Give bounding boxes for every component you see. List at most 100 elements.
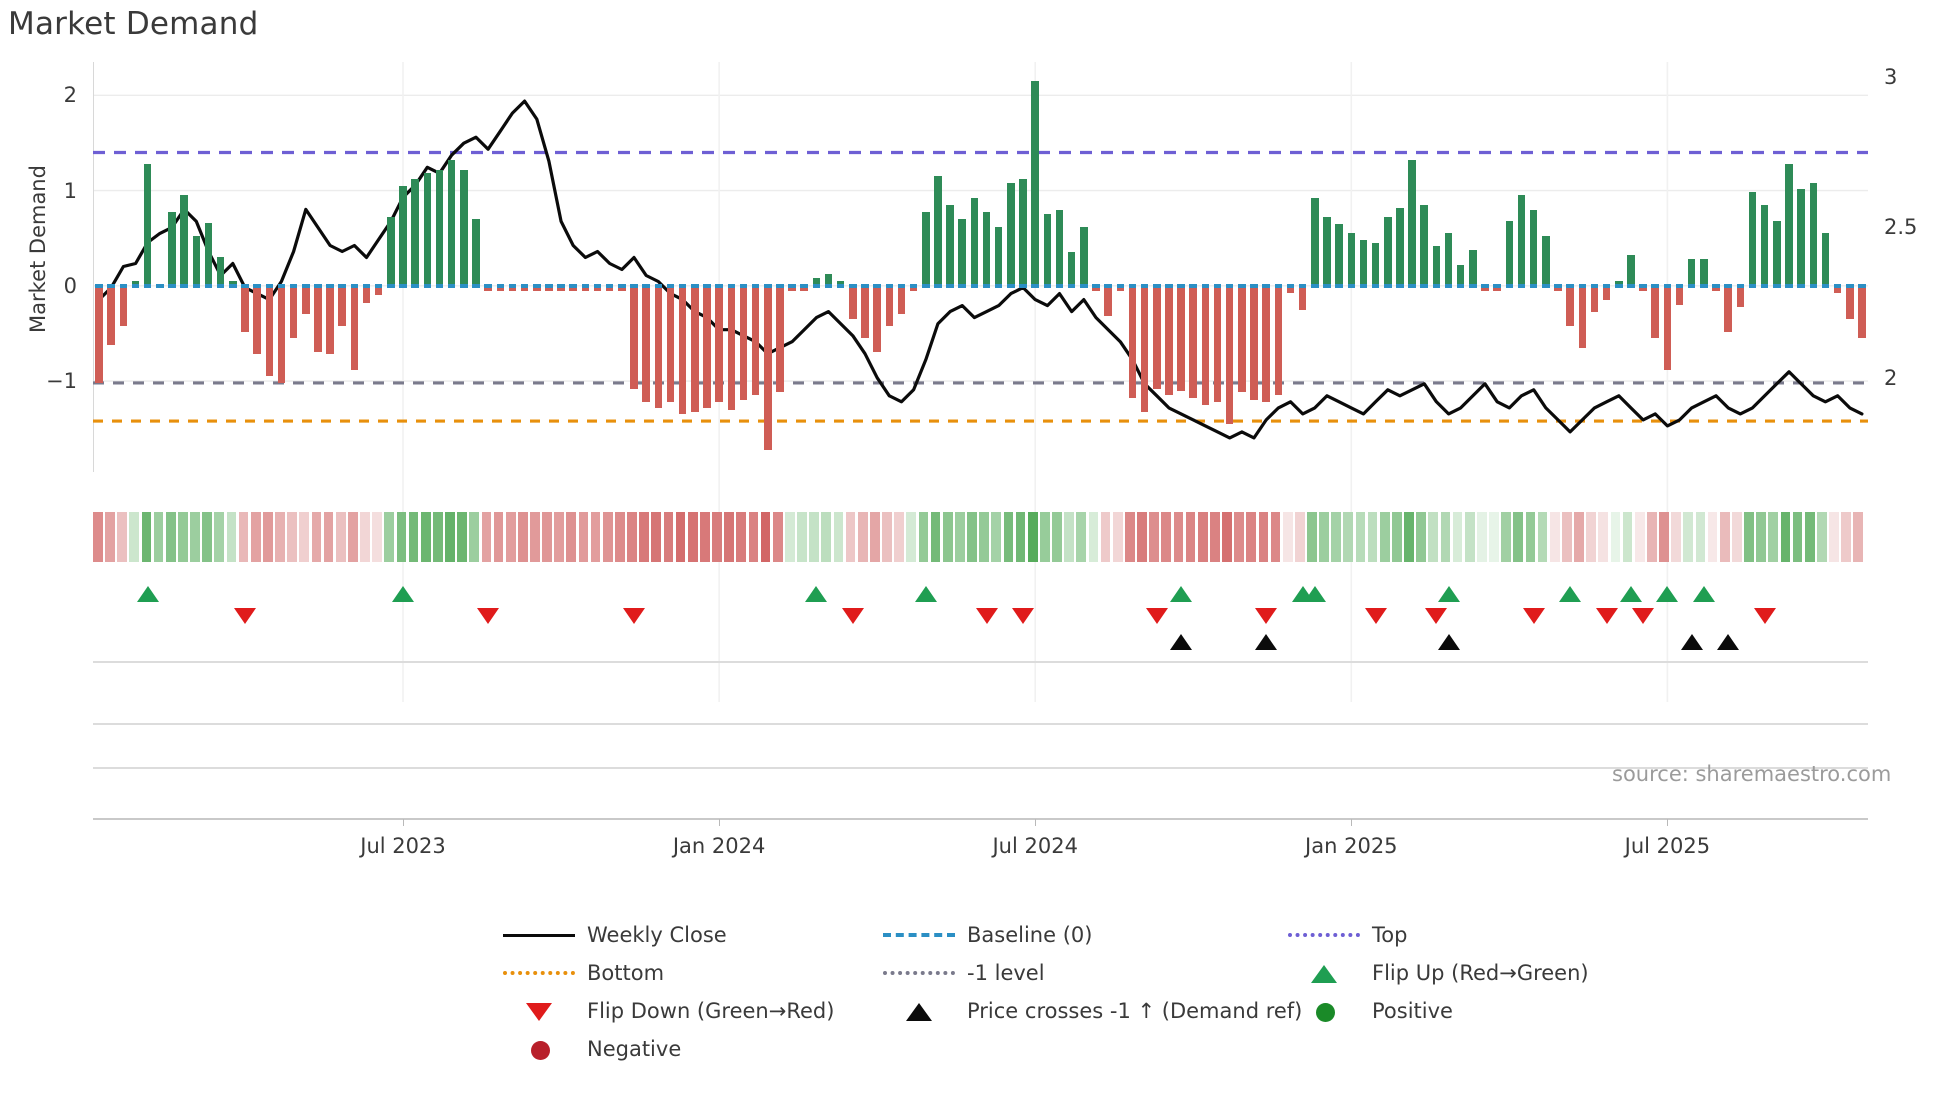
demand-bar: [180, 195, 188, 286]
heat-cell: [712, 512, 722, 562]
baseline-stub: [545, 283, 553, 288]
heat-cell: [129, 512, 140, 562]
demand-bar: [1651, 285, 1659, 339]
demand-bar: [229, 281, 237, 286]
page-title: Market Demand: [8, 6, 259, 42]
demand-bar: [508, 285, 517, 291]
heat-cell: [797, 512, 807, 562]
demand-bar: [593, 285, 602, 291]
heat-cell: [1270, 512, 1281, 562]
x-axis-tick-label: Jul 2023: [360, 834, 446, 858]
demand-bar: [1311, 198, 1319, 286]
baseline-stub: [1700, 283, 1708, 288]
baseline-stub: [1845, 283, 1854, 288]
demand-bar: [1420, 204, 1428, 286]
heat-cell: [1671, 512, 1681, 562]
baseline-stub: [1323, 283, 1331, 288]
baseline-stub: [168, 283, 176, 288]
right-axis-tick-label: 2: [1884, 365, 1898, 390]
legend-item[interactable]: Weekly Close: [495, 920, 727, 950]
heat-cell: [1367, 512, 1378, 562]
heat-cell: [1331, 512, 1342, 562]
heat-cell: [1379, 512, 1390, 562]
demand-bar: [1067, 252, 1076, 286]
baseline-stub: [1602, 283, 1611, 288]
legend-item[interactable]: Positive: [1280, 996, 1453, 1026]
heat-cell: [1027, 512, 1038, 562]
baseline-stub: [1347, 283, 1356, 288]
demand-bar: [1359, 240, 1368, 286]
legend-item[interactable]: Flip Down (Green→Red): [495, 996, 834, 1026]
heat-cell: [323, 512, 334, 562]
demand-bar: [301, 285, 310, 315]
price-cross-triangle-icon: [906, 1003, 932, 1021]
heat-cell: [1185, 512, 1196, 562]
heat-cell: [1489, 512, 1499, 562]
heat-cell: [493, 512, 504, 562]
bottom-line-icon: [503, 971, 575, 975]
heat-cell: [1258, 512, 1269, 562]
demand-bar: [520, 285, 529, 291]
flip-down-marker: [477, 608, 500, 624]
demand-bar: [423, 173, 432, 286]
heat-cell: [1816, 512, 1827, 562]
baseline-stub: [569, 283, 577, 288]
baseline-stub: [338, 283, 346, 288]
baseline-stub: [824, 283, 833, 288]
heat-cell: [1246, 512, 1257, 562]
baseline-stub: [107, 283, 115, 288]
flip-down-triangle-icon: [526, 1003, 552, 1021]
legend-label: -1 level: [967, 961, 1045, 985]
demand-bar: [435, 169, 444, 286]
flip-down-marker: [841, 608, 864, 624]
baseline-stub: [1384, 283, 1392, 288]
flip-down-marker: [1595, 608, 1618, 624]
legend-item[interactable]: -1 level: [875, 958, 1045, 988]
legend-item[interactable]: Baseline (0): [875, 920, 1092, 950]
demand-bar: [1335, 223, 1343, 286]
heat-cell: [1464, 512, 1475, 562]
legend-item[interactable]: Top: [1280, 920, 1407, 950]
heat-cell: [894, 512, 904, 562]
heat-cell: [1549, 512, 1560, 562]
demand-bar: [1238, 285, 1246, 393]
heat-cell: [615, 512, 625, 562]
baseline-stub: [131, 283, 140, 288]
demand-bar: [460, 169, 468, 286]
demand-bar: [1712, 285, 1720, 291]
left-axis-tick-label: −1: [46, 369, 77, 394]
heat-cell: [372, 512, 382, 562]
heat-cell: [1768, 512, 1779, 562]
heat-cell: [1112, 512, 1123, 562]
legend-item[interactable]: Negative: [495, 1034, 681, 1064]
baseline-stub: [520, 283, 529, 288]
price-cross-marker: [1680, 634, 1703, 650]
top-line-icon: [1288, 933, 1360, 937]
heat-cell: [1064, 512, 1074, 562]
flip-down-marker: [233, 608, 256, 624]
demand-bar: [1213, 285, 1222, 402]
demand-bar: [885, 285, 894, 326]
heat-cell: [1841, 512, 1851, 562]
baseline-stub: [95, 283, 103, 288]
demand-bar: [849, 285, 857, 320]
demand-bar: [654, 285, 663, 408]
legend-item[interactable]: Price crosses -1 ↑ (Demand ref): [875, 996, 1302, 1026]
heat-cell: [1452, 512, 1463, 562]
heat-cell: [833, 512, 844, 562]
flip-up-marker: [1692, 586, 1715, 602]
baseline-stub: [1067, 283, 1076, 288]
baseline-stub: [216, 283, 225, 288]
heat-cell: [457, 512, 467, 562]
baseline-stub: [763, 283, 772, 288]
baseline-stub: [1298, 283, 1307, 288]
weekly-close-line-icon: [503, 934, 575, 937]
legend-item[interactable]: Bottom: [495, 958, 664, 988]
baseline-stub: [1639, 283, 1647, 288]
baseline-stub: [1165, 283, 1173, 288]
demand-bar: [1432, 245, 1441, 286]
demand-bar: [1675, 285, 1684, 305]
heat-cell: [1294, 512, 1305, 562]
legend-item[interactable]: Flip Up (Red→Green): [1280, 958, 1589, 988]
demand-bar: [95, 285, 103, 383]
